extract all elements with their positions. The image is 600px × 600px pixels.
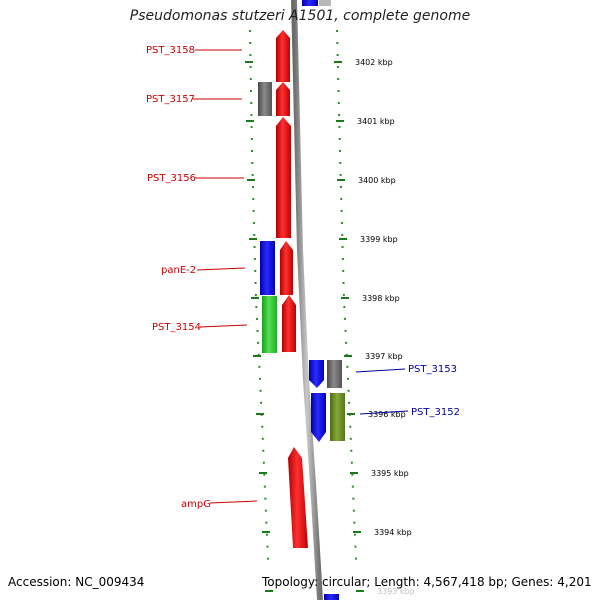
scale-tick-label: 3397 kbp — [365, 352, 403, 361]
gene-pst-3158-forward — [276, 30, 290, 82]
gene-label-pane-2: panE-2 — [161, 265, 196, 276]
leader-pst-3152 — [359, 410, 409, 415]
scale-tick-label: 3401 kbp — [357, 117, 395, 126]
scale-ticks: 3402 kbp 3401 kbp 3400 kbp 3399 kbp 3398 kbp… — [245, 58, 415, 596]
gene-pst-3153-reverse — [309, 360, 324, 388]
scale-tick-label: 3398 kbp — [362, 294, 400, 303]
gene-pst-3152-reverse — [311, 393, 326, 442]
feature-grey-3153 — [327, 360, 342, 388]
gene-pane-2-forward — [280, 241, 293, 295]
scale-tick-label: 3395 kbp — [371, 469, 409, 478]
gene-label-pst-3152: PST_3152 — [411, 407, 460, 418]
gene-label-pst-3154: PST_3154 — [152, 322, 201, 333]
leader-pst-3154 — [199, 324, 248, 328]
gene-label-pst-3158: PST_3158 — [146, 45, 195, 56]
leader-ampg — [209, 500, 258, 504]
genome-backbone — [291, 0, 323, 600]
feature-olive-3152 — [330, 393, 345, 441]
scale-tick-label: 3394 kbp — [374, 528, 412, 537]
gene-label-ampg: ampG — [181, 499, 211, 510]
feature-top-grey-partial — [319, 0, 331, 6]
gene-pst-3154-forward — [282, 295, 296, 352]
gene-label-leaders — [193, 49, 409, 504]
scale-tick-label: 3402 kbp — [355, 58, 393, 67]
scale-tick-label: 3396 kbp — [368, 410, 406, 419]
genome-summary-text: Topology: circular; Length: 4,567,418 bp… — [262, 575, 592, 589]
scale-tick-label: 3399 kbp — [360, 235, 398, 244]
outer-guide-ring — [336, 29, 357, 561]
accession-text: Accession: NC_009434 — [8, 575, 145, 589]
gene-label-pst-3157: PST_3157 — [146, 94, 195, 105]
feature-green-3154 — [262, 296, 277, 353]
gene-ampg-forward — [288, 447, 308, 548]
feature-grey-3157 — [258, 82, 272, 116]
gene-top-partial — [302, 0, 318, 6]
leader-pane-2 — [196, 267, 246, 271]
gene-pst-3156-forward — [276, 117, 291, 238]
feature-blue-pane-2 — [260, 241, 275, 295]
map-title: Pseudomonas stutzeri A1501, complete gen… — [129, 8, 471, 24]
scale-tick-label: 3393 kbp — [377, 587, 415, 596]
scale-tick-label: 3400 kbp — [358, 176, 396, 185]
gene-label-pst-3153: PST_3153 — [408, 364, 457, 375]
gene-label-pst-3156: PST_3156 — [147, 173, 196, 184]
leader-pst-3153 — [355, 368, 406, 373]
gene-pst-3157-forward — [276, 82, 290, 116]
gene-labels: PST_3158 PST_3157 PST_3156 panE-2 PST_31… — [146, 45, 460, 510]
gene-bottom-partial — [324, 594, 339, 600]
